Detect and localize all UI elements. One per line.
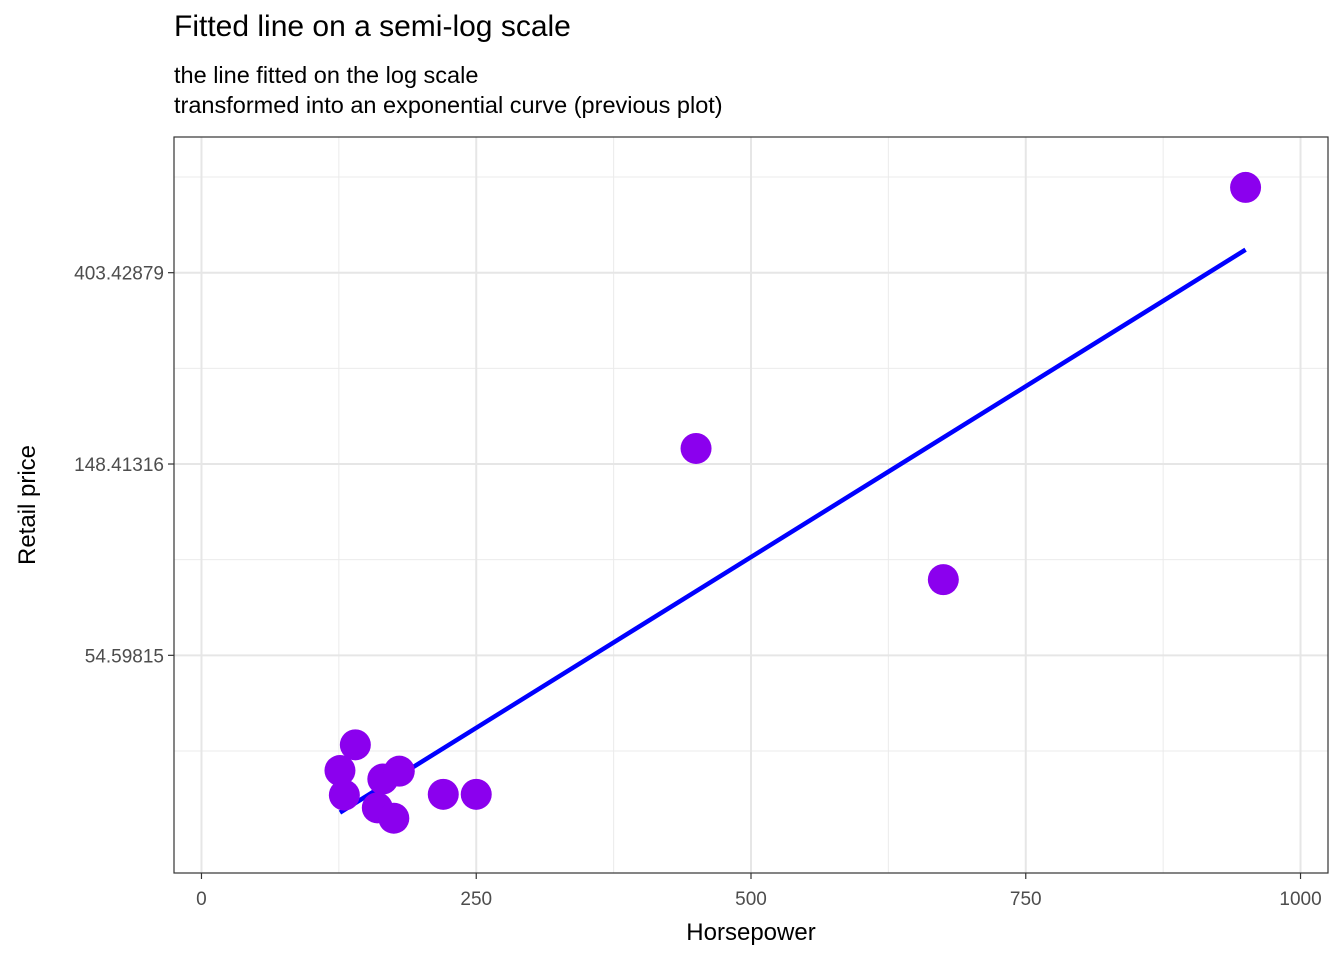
y-axis-title: Retail price [14, 445, 41, 565]
y-tick-label: 54.59815 [85, 646, 164, 667]
chart-subtitle: the line fitted on the log scale transfo… [174, 60, 723, 120]
x-tick-label: 500 [735, 889, 767, 910]
x-axis: 0 250 500 750 1000 [196, 873, 1322, 910]
y-tick-label: 403.42879 [74, 264, 164, 285]
data-point [383, 755, 415, 787]
subtitle-line-1: the line fitted on the log scale [174, 62, 479, 88]
major-grid [174, 137, 1328, 873]
data-point [328, 779, 360, 811]
fitted-line [338, 247, 1247, 815]
y-tick-label: 148.41316 [74, 455, 164, 476]
data-point [378, 802, 410, 834]
x-tick-label: 1000 [1279, 889, 1321, 910]
subtitle-line-2: transformed into an exponential curve (p… [174, 92, 723, 118]
data-point [339, 729, 371, 761]
x-tick-label: 0 [196, 889, 207, 910]
data-point [460, 778, 492, 810]
y-axis: 54.59815 148.41316 403.42879 [74, 264, 174, 667]
data-point [1230, 171, 1262, 203]
x-tick-label: 250 [460, 889, 492, 910]
data-point [927, 564, 959, 596]
data-point [324, 755, 356, 787]
points-layer [324, 171, 1262, 834]
data-point [680, 432, 712, 464]
fitted-line-layer [338, 247, 1247, 815]
chart-title: Fitted line on a semi-log scale [174, 10, 571, 43]
data-point [427, 778, 459, 810]
x-axis-title: Horsepower [686, 919, 815, 946]
x-tick-label: 750 [1010, 889, 1042, 910]
